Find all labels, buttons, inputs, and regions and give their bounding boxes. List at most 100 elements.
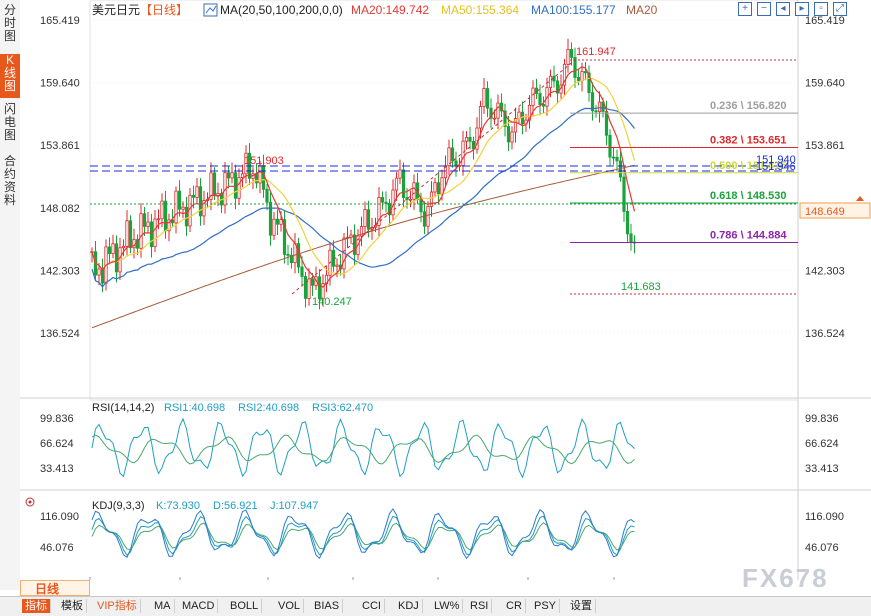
candlesticks: [90, 38, 637, 310]
candle-body: [566, 48, 570, 65]
candle-body: [272, 218, 276, 236]
candle-body: [240, 173, 245, 178]
rsi-tick-left: 66.624: [40, 438, 74, 450]
candle-body: [195, 186, 199, 198]
candle-body: [401, 169, 406, 199]
indicator-tab-0[interactable]: 指标: [22, 599, 51, 613]
candle-body: [478, 106, 483, 129]
candle-body: [212, 172, 217, 196]
indicator-tab-11[interactable]: RSI: [467, 599, 493, 613]
indicator-tab-5[interactable]: BOLL: [227, 599, 263, 613]
candle-body: [384, 201, 388, 204]
prev-low-annotation: 140.247: [312, 296, 352, 308]
kdj-k-value: K:73.930: [156, 500, 200, 512]
candle-body: [447, 147, 451, 167]
indicator-tab-1[interactable]: 模板: [58, 599, 87, 613]
indicator-tab-13[interactable]: PSY: [531, 599, 561, 613]
tab-timeshare[interactable]: 分时图: [0, 4, 20, 46]
candle-body: [174, 190, 178, 224]
candle-body: [107, 246, 112, 255]
ma-settings-icon[interactable]: [203, 3, 218, 17]
indicator-tab-3[interactable]: MA: [151, 599, 175, 613]
candle-body: [307, 278, 311, 299]
indicator-tab-9[interactable]: KDJ: [395, 599, 423, 613]
candle-body: [527, 104, 532, 121]
rsi-tick-right: 66.624: [805, 438, 839, 450]
rsi1-value: RSI1:40.698: [164, 402, 225, 414]
ma-title: MA(20,50,100,200,0,0): [220, 3, 343, 17]
price-tick-left: 153.861: [40, 140, 80, 152]
blue-level-annotation: 151.940: [756, 154, 796, 166]
candle-body: [461, 140, 465, 166]
candle-body: [286, 254, 290, 256]
indicator-toolbar: 指标 模板 VIP指标 MA MACD BOLL VOL BIAS CCI KDJ LW% RSI CR…: [0, 596, 871, 616]
prev-high-annotation: 151.903: [244, 155, 284, 167]
scroll-left-icon[interactable]: ◂: [776, 2, 790, 16]
indicator-tab-8[interactable]: CCI: [359, 599, 385, 613]
fit-view-icon[interactable]: ▫: [814, 2, 828, 16]
candle-body: [531, 87, 535, 106]
period-selector[interactable]: 日线: [20, 580, 90, 596]
candle-body: [482, 88, 486, 107]
tab-flash-label: 闪电图: [3, 102, 16, 142]
tab-contract-info[interactable]: 合约资料: [0, 155, 20, 211]
candle-body: [506, 126, 511, 143]
ma100-value: MA100:155.177: [531, 3, 616, 17]
kdj-j-value: J:107.947: [270, 500, 318, 512]
indicator-tab-14[interactable]: 设置: [567, 599, 596, 613]
candle-body: [97, 268, 101, 276]
rsi2-value: RSI2:40.698: [238, 402, 299, 414]
candle-body: [289, 254, 294, 263]
candle-body: [177, 190, 182, 210]
fullscreen-icon[interactable]: ⤢: [833, 2, 847, 16]
candle-body: [293, 243, 297, 263]
candle-body: [366, 209, 371, 230]
candle-body: [191, 194, 196, 198]
candle-body: [380, 197, 385, 203]
candle-body: [160, 200, 164, 220]
candle-body: [433, 182, 437, 193]
candle-body: [181, 206, 185, 210]
indicator-tab-7[interactable]: BIAS: [311, 599, 344, 613]
candle-body: [114, 243, 119, 273]
price-tick-right: 159.640: [805, 78, 845, 90]
zoom-in-icon[interactable]: +: [738, 2, 752, 16]
candle-body: [422, 211, 427, 227]
indicator-tab-10[interactable]: LW%: [431, 599, 464, 613]
zoom-out-icon[interactable]: −: [757, 2, 771, 16]
candle-body: [139, 213, 143, 249]
candle-body: [310, 278, 315, 286]
candle-body: [335, 264, 339, 267]
candle-body: [576, 77, 581, 82]
kdj-settings-icon[interactable]: [25, 497, 35, 507]
scroll-right-icon[interactable]: ▸: [795, 2, 809, 16]
candle-body: [597, 101, 602, 113]
candle-body: [555, 80, 560, 94]
candle-body: [503, 110, 507, 127]
rsi-slow-line: [91, 434, 635, 465]
current-price-value: 148.649: [805, 206, 845, 218]
indicator-tab-12[interactable]: CR: [503, 599, 526, 613]
candle-body: [520, 111, 525, 125]
indicator-tab-6[interactable]: VOL: [275, 599, 305, 613]
rsi-tick-right: 33.413: [805, 463, 839, 475]
candle-body: [149, 221, 154, 248]
candle-body: [468, 137, 472, 142]
kdj-d-value: D:56.921: [213, 500, 258, 512]
candle-body: [142, 213, 147, 227]
candle-body: [230, 172, 234, 179]
indicator-tab-4[interactable]: MACD: [179, 599, 219, 613]
kdj-d-line: [91, 522, 635, 551]
candle-body: [590, 92, 595, 112]
candle-body: [587, 72, 591, 94]
tab-flash[interactable]: 闪电图: [0, 103, 20, 147]
indicator-tab-2[interactable]: VIP指标: [94, 599, 141, 613]
candle-body: [622, 176, 626, 212]
candle-body: [429, 191, 434, 207]
candle-body: [541, 104, 546, 107]
candle-body: [394, 177, 399, 191]
kdj-j-line: [91, 508, 635, 560]
candle-body: [583, 71, 588, 74]
candle-body: [608, 134, 612, 158]
